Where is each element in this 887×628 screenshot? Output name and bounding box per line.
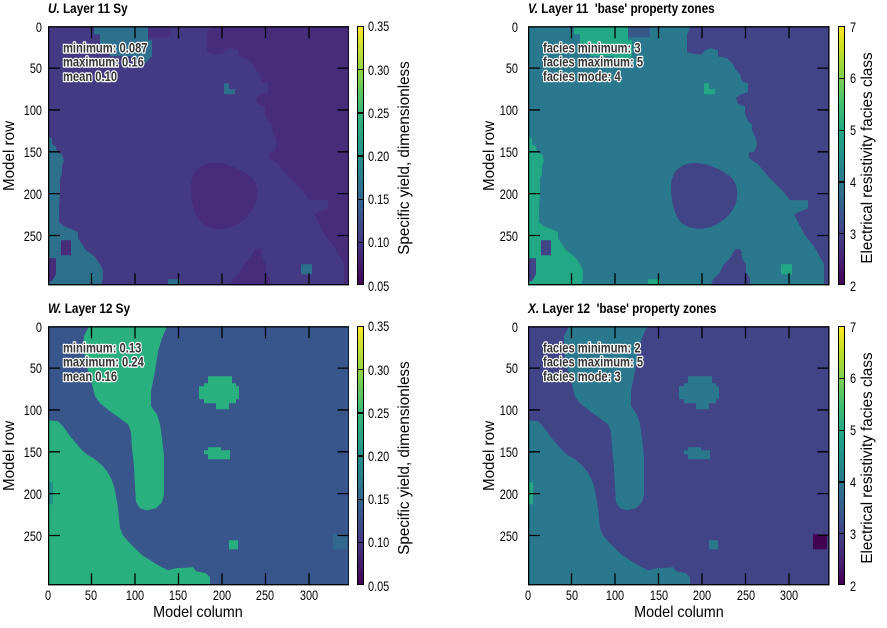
svg-text:facies minimum: 2: facies minimum: 2: [543, 340, 641, 355]
svg-text:facies minimum: 3: facies minimum: 3: [543, 40, 641, 55]
svg-text:mean 0.16: mean 0.16: [63, 369, 117, 384]
svg-text:facies mode: 4: facies mode: 4: [543, 69, 621, 84]
svg-text:facies mode: 3: facies mode: 3: [543, 369, 621, 384]
svg-text:facies maximum: 5: facies maximum: 5: [543, 355, 643, 370]
svg-text:maximum: 0.24: maximum: 0.24: [63, 355, 144, 370]
svg-text:facies maximum: 5: facies maximum: 5: [543, 55, 643, 70]
svg-text:mean 0.10: mean 0.10: [63, 69, 117, 84]
svg-text:minimum: 0.13: minimum: 0.13: [63, 340, 141, 355]
svg-text:maximum: 0.16: maximum: 0.16: [63, 55, 144, 70]
svg-text:minimum: 0.087: minimum: 0.087: [63, 40, 148, 55]
